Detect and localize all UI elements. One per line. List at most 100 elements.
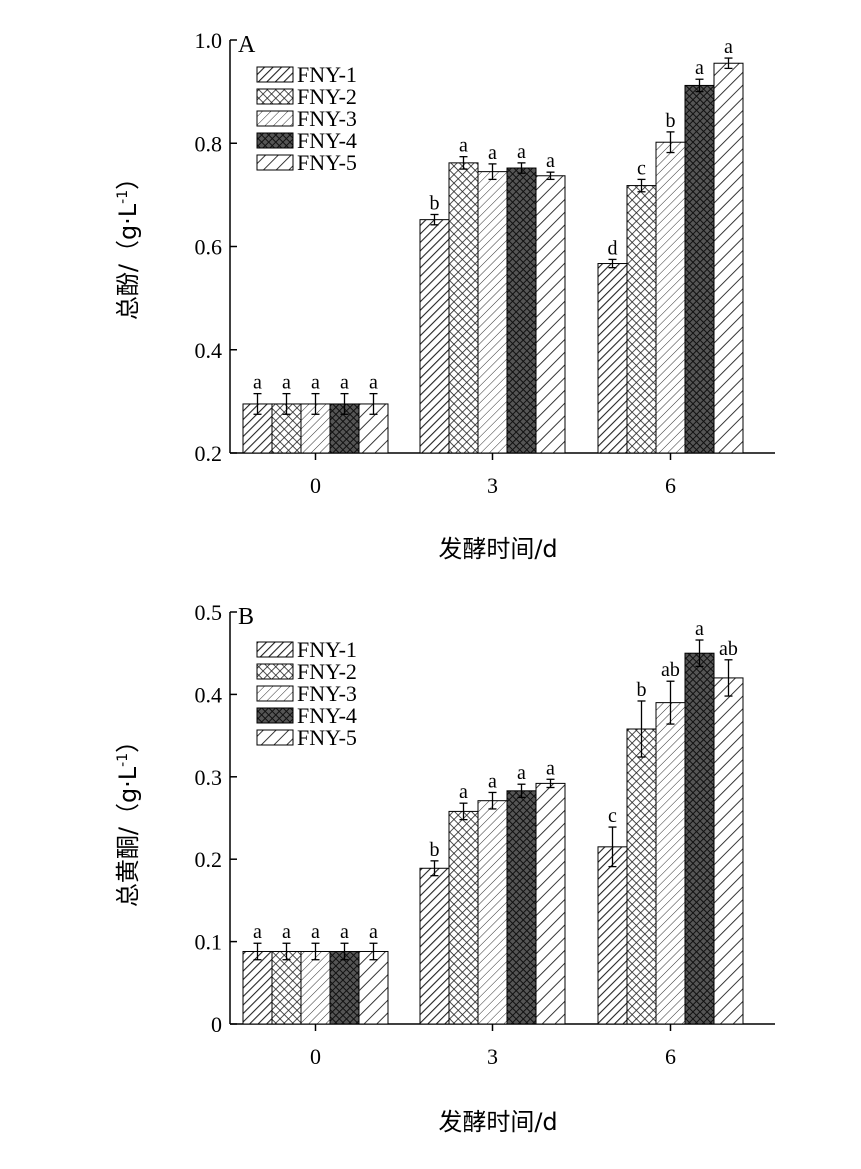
- bar: [448, 162, 479, 454]
- legend-label: FNY-1: [297, 62, 357, 87]
- significance-letter: c: [637, 157, 646, 179]
- bar: [655, 141, 686, 454]
- bar: [626, 728, 657, 1025]
- legend-label: FNY-4: [297, 128, 357, 153]
- x-tick-label: 6: [665, 1044, 676, 1069]
- bar: [506, 790, 537, 1025]
- x-tick-label: 6: [665, 473, 676, 498]
- legend-swatch: [256, 641, 294, 658]
- y-tick-label: 0.6: [195, 235, 223, 260]
- legend-swatch: [256, 663, 294, 680]
- y-tick-label: 1.0: [195, 28, 223, 53]
- y-tick-label: 0.5: [195, 600, 223, 625]
- bar: [329, 950, 360, 1025]
- x-axis-title: 发酵时间/d: [438, 1108, 557, 1136]
- legend-label: FNY-5: [297, 725, 357, 750]
- bar: [506, 167, 537, 454]
- x-tick-label: 0: [310, 1044, 321, 1069]
- significance-letter: a: [488, 770, 497, 792]
- legend-swatch: [256, 707, 294, 724]
- bar: [419, 867, 450, 1025]
- significance-letter: b: [666, 110, 676, 132]
- x-tick-label: 3: [487, 473, 498, 498]
- x-tick-label: 3: [487, 1044, 498, 1069]
- legend-label: FNY-2: [297, 659, 357, 684]
- y-tick-label: 0.2: [195, 847, 223, 872]
- y-tick-label: 0.8: [195, 131, 223, 156]
- significance-letter: a: [311, 372, 320, 394]
- bar: [535, 782, 566, 1025]
- legend-label: FNY-2: [297, 84, 357, 109]
- significance-letter: a: [369, 921, 378, 943]
- y-tick-label: 0.4: [195, 682, 223, 707]
- x-tick-label: 0: [310, 473, 321, 498]
- chart-panel-a: A 发酵时间/d 总酚/（g·L-1） 0.2 0.4 0.6 0.8 1.0 0 3 6 a b…: [114, 28, 775, 563]
- y-tick-label: 0: [211, 1012, 222, 1037]
- legend-swatch: [256, 154, 294, 171]
- significance-letter: a: [695, 57, 704, 79]
- significance-letter: a: [459, 135, 468, 157]
- significance-letter: d: [608, 237, 618, 259]
- significance-letter: a: [459, 781, 468, 803]
- bar: [419, 219, 450, 454]
- significance-letter: a: [340, 921, 349, 943]
- legend-label: FNY-1: [297, 637, 357, 662]
- bar: [684, 84, 715, 454]
- significance-letter: a: [253, 921, 262, 943]
- legend-label: FNY-5: [297, 150, 357, 175]
- significance-letter: ab: [719, 638, 738, 660]
- bar: [655, 702, 686, 1025]
- legend-swatch: [256, 110, 294, 127]
- bar: [684, 652, 715, 1025]
- significance-letter: a: [488, 142, 497, 164]
- significance-letter: a: [311, 921, 320, 943]
- bar: [358, 950, 389, 1025]
- bar: [713, 62, 744, 454]
- significance-letter: a: [724, 36, 733, 58]
- significance-letter: a: [517, 762, 526, 784]
- bar: [597, 846, 628, 1025]
- y-tick-label: 0.1: [195, 930, 223, 955]
- legend-swatch: [256, 66, 294, 83]
- panel-label: A: [238, 32, 256, 58]
- significance-letter: a: [282, 372, 291, 394]
- significance-letter: b: [430, 192, 440, 214]
- bar: [597, 263, 628, 454]
- chart-panel-b: B 发酵时间/d 总黄酮/（g·L-1） 0 0.1 0.2 0.3 0.4 0.5 0 3 6…: [114, 600, 775, 1136]
- legend-swatch: [256, 685, 294, 702]
- significance-letter: a: [517, 141, 526, 163]
- legend-swatch: [256, 729, 294, 746]
- significance-letter: c: [608, 805, 617, 827]
- bar: [300, 950, 331, 1025]
- y-axis-title: 总酚/（g·L-1）: [114, 166, 142, 320]
- legend-swatch: [256, 88, 294, 105]
- x-axis-title: 发酵时间/d: [438, 535, 557, 563]
- panel-label: B: [238, 604, 254, 630]
- significance-letter: b: [637, 679, 647, 701]
- significance-letter: ab: [661, 659, 680, 681]
- legend-label: FNY-3: [297, 681, 357, 706]
- bar: [242, 950, 273, 1025]
- bar: [271, 950, 302, 1025]
- significance-letter: a: [369, 372, 378, 394]
- significance-letter: a: [282, 921, 291, 943]
- y-axis-title: 总黄酮/（g·L-1）: [114, 729, 142, 907]
- y-tick-label: 0.4: [195, 338, 223, 363]
- y-tick-label: 0.2: [195, 441, 223, 466]
- legend-label: FNY-3: [297, 106, 357, 131]
- significance-letter: a: [546, 757, 555, 779]
- bar: [626, 185, 657, 454]
- significance-letter: a: [546, 150, 555, 172]
- y-tick-label: 0.3: [195, 765, 223, 790]
- legend-swatch: [256, 132, 294, 149]
- bar: [477, 171, 508, 454]
- significance-letter: a: [340, 372, 349, 394]
- significance-letter: a: [695, 618, 704, 640]
- bar: [477, 800, 508, 1025]
- significance-letter: a: [253, 372, 262, 394]
- legend-label: FNY-4: [297, 703, 357, 728]
- bar: [448, 810, 479, 1025]
- significance-letter: b: [430, 839, 440, 861]
- bar: [713, 677, 744, 1025]
